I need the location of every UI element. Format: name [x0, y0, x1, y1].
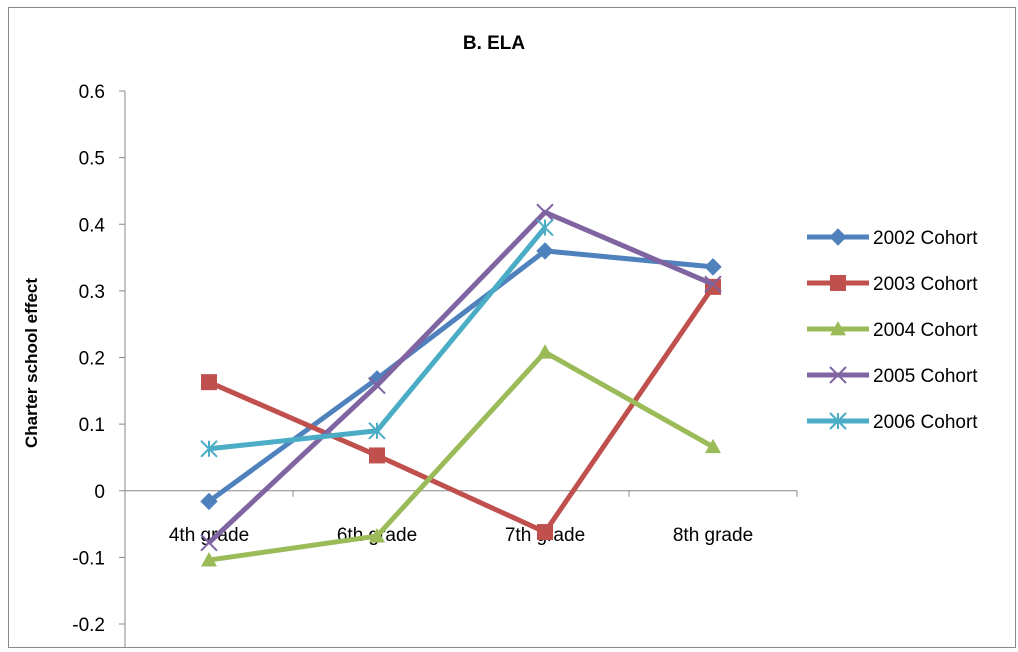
data-point-star [200, 440, 218, 458]
legend-label: 2004 Cohort [873, 320, 978, 341]
data-point-star [829, 412, 847, 430]
x-tick-label: 4th grade [169, 525, 249, 546]
series-2004-cohort [201, 344, 721, 567]
series-line [208, 285, 716, 535]
x-tick-label: 8th grade [673, 525, 753, 546]
marker-stroke [536, 203, 554, 221]
chart-title: B. ELA [463, 33, 526, 54]
data-point-diamond [704, 258, 722, 276]
data-point-square [369, 447, 385, 464]
data-point-diamond [536, 242, 554, 260]
chart-frame: B. ELA Charter school effect -0.2 -0.1 0 0.… [8, 7, 1016, 648]
marker-stroke [368, 376, 386, 395]
legend-item: 2002 Cohort [807, 228, 978, 249]
data-point-square [537, 524, 553, 541]
series-line [208, 349, 715, 563]
marker-stroke [200, 534, 218, 552]
legend-label: 2006 Cohort [873, 412, 978, 433]
y-tick-label: 0.1 [79, 415, 105, 436]
legend: 2002 Cohort 2003 Cohort 2004 Cohort 2005 Co… [807, 228, 978, 433]
data-point-star [536, 218, 554, 237]
y-tick-label: 0 [94, 482, 105, 503]
y-tick-label: 0.3 [79, 282, 105, 303]
series-line [207, 209, 714, 545]
data-point-square [830, 275, 846, 291]
data-point-x [704, 275, 722, 293]
data-point-triangle [369, 528, 385, 543]
data-point-x [536, 203, 554, 221]
data-point-x [200, 534, 218, 552]
legend-item: 2005 Cohort [807, 366, 978, 387]
legend-label: 2003 Cohort [873, 274, 978, 295]
y-tick-label: 0.6 [79, 82, 105, 103]
marker-stroke [829, 366, 847, 384]
legend-item: 2004 Cohort [807, 320, 978, 341]
y-tick-label: 0.4 [79, 215, 106, 236]
y-tick-label: 0.2 [79, 349, 105, 370]
data-point-triangle [830, 321, 846, 336]
data-point-x [368, 376, 386, 395]
legend-item: 2006 Cohort [807, 412, 978, 433]
y-axis-label: Charter school effect [22, 278, 41, 448]
y-tick-label: 0.5 [79, 149, 105, 170]
y-tick-label: -0.2 [72, 615, 105, 636]
legend-label: 2002 Cohort [873, 228, 978, 249]
series-2003-cohort [201, 278, 721, 541]
series-line [207, 248, 714, 504]
data-point-star [368, 422, 386, 440]
data-point-square [201, 374, 217, 391]
y-tick-label: -0.1 [72, 548, 105, 569]
marker-stroke [704, 275, 722, 293]
series-2002-cohort [200, 242, 722, 511]
plot-area [200, 203, 722, 567]
data-point-diamond [200, 492, 218, 511]
series-2006-cohort [200, 218, 554, 458]
data-point-diamond [829, 228, 847, 246]
data-point-triangle [537, 344, 553, 359]
line-chart: B. ELA Charter school effect -0.2 -0.1 0 0.… [22, 33, 978, 648]
data-point-triangle [201, 552, 217, 567]
data-point-triangle [705, 438, 721, 454]
legend-item: 2003 Cohort [807, 274, 978, 295]
series-2005-cohort [200, 203, 722, 552]
data-point-x [829, 366, 847, 384]
legend-label: 2005 Cohort [873, 366, 978, 387]
